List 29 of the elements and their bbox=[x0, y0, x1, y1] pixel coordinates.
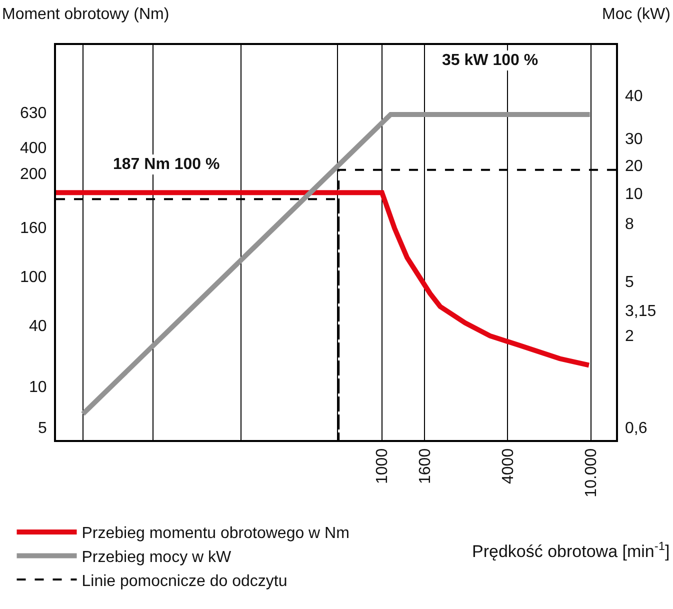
text: 2 bbox=[625, 328, 634, 345]
x-axis-title: Prędkość obrotowa [min$^{-1}$] bbox=[472, 539, 670, 562]
text: 10 bbox=[625, 186, 643, 203]
annotation: 187 Nm 100 % bbox=[113, 156, 220, 173]
text: 100 bbox=[20, 269, 47, 286]
text: 400 bbox=[20, 140, 47, 157]
text: 20 bbox=[625, 158, 643, 175]
legend-label: Linie pomocnicze do odczytu bbox=[82, 572, 288, 590]
text: 35 kW 100 % bbox=[442, 52, 538, 69]
text: 0,6 bbox=[625, 420, 648, 437]
x-tick-label: 1600 bbox=[416, 448, 434, 484]
x-tick-label: 4000 bbox=[500, 448, 517, 484]
legend-label: Przebieg mocy w kW bbox=[82, 548, 232, 566]
text: 30 bbox=[625, 131, 643, 148]
text: 40 bbox=[29, 318, 47, 335]
text: 160 bbox=[20, 220, 47, 237]
legend-label: Przebieg momentu obrotowego w Nm bbox=[82, 525, 350, 542]
x-tick-label: 10.000 bbox=[583, 448, 600, 498]
text: 5 bbox=[38, 420, 47, 437]
text: 8 bbox=[625, 216, 634, 233]
text: 10 bbox=[29, 379, 47, 396]
x-tick-label: 1000 bbox=[374, 448, 392, 484]
text: 200 bbox=[20, 166, 47, 183]
text: 630 bbox=[20, 105, 47, 122]
text: 40 bbox=[625, 88, 643, 105]
text: 5 bbox=[625, 274, 634, 291]
text: 3,15 bbox=[625, 303, 656, 320]
text: Moment obrotowy (Nm) bbox=[2, 6, 170, 23]
text: Moc (kW) bbox=[602, 6, 670, 23]
